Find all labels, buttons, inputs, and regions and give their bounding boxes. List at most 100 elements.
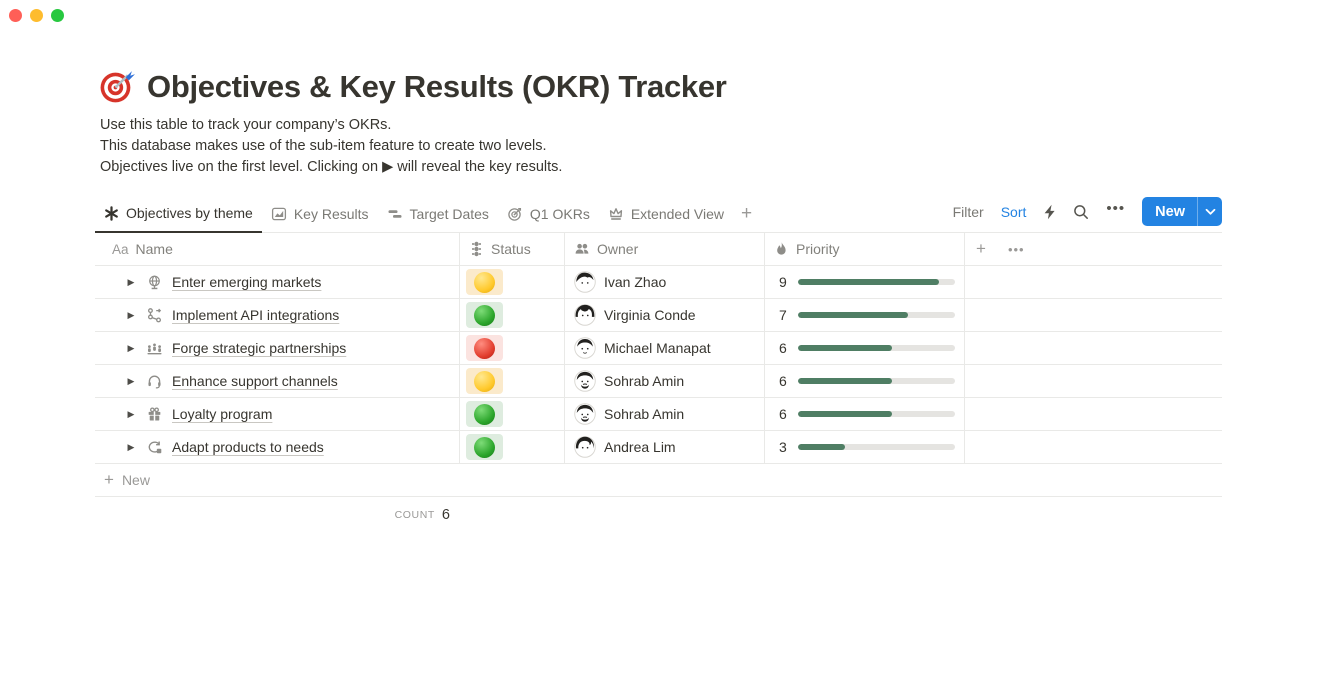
add-column-button[interactable]: + <box>976 239 986 258</box>
priority-value: 9 <box>779 274 787 290</box>
lightning-icon[interactable] <box>1043 204 1056 220</box>
priority-bar <box>798 312 955 318</box>
column-header-extra: + ••• <box>965 233 1222 265</box>
text-Aa-icon: Aa <box>112 241 129 257</box>
table-row[interactable]: ▶ Forge strategic partnerships Michael M… <box>95 332 1222 365</box>
filter-button[interactable]: Filter <box>952 203 984 220</box>
new-button-label[interactable]: New <box>1155 203 1185 220</box>
expand-arrow-icon[interactable]: ▶ <box>127 408 135 419</box>
table-row[interactable]: ▶ Loyalty program Sohrab Amin 6 <box>95 398 1222 431</box>
status-cell <box>460 398 565 430</box>
table-row[interactable]: ▶ Adapt products to needs Andrea Lim 3 <box>95 431 1222 464</box>
status-dot-icon <box>474 304 495 326</box>
count-label: COUNT <box>394 509 435 521</box>
flame-icon <box>777 242 786 255</box>
priority-value: 6 <box>779 406 787 422</box>
status-badge[interactable] <box>466 368 503 394</box>
new-row-label: New <box>121 472 150 488</box>
empty-cell <box>965 431 1222 463</box>
avatar <box>574 337 596 359</box>
count-summary[interactable]: COUNT 6 <box>95 497 460 533</box>
empty-cell <box>965 332 1222 364</box>
column-header-name[interactable]: Aa Name <box>95 233 460 265</box>
owner-cell[interactable]: Virginia Conde <box>565 299 765 331</box>
count-value: 6 <box>441 507 450 523</box>
priority-cell[interactable]: 9 <box>765 266 965 298</box>
owner-name: Andrea Lim <box>604 439 676 455</box>
new-row-button[interactable]: + New <box>95 464 1222 497</box>
plus-icon: + <box>104 470 114 489</box>
priority-cell[interactable]: 3 <box>765 431 965 463</box>
minimize-button[interactable] <box>30 9 43 22</box>
priority-cell[interactable]: 6 <box>765 332 965 364</box>
row-title-link[interactable]: Adapt products to needs <box>172 439 324 455</box>
status-badge[interactable] <box>466 269 503 295</box>
table-row[interactable]: ▶ Enhance support channels Sohrab Amin 6 <box>95 365 1222 398</box>
priority-cell[interactable]: 6 <box>765 365 965 397</box>
name-cell[interactable]: ▶ Forge strategic partnerships <box>95 332 460 364</box>
chevron-down-icon[interactable] <box>1198 197 1222 226</box>
new-button-divider <box>1197 197 1198 226</box>
tab-target-dates[interactable]: Target Dates <box>378 195 498 232</box>
search-icon[interactable] <box>1073 204 1089 220</box>
status-dot-icon <box>474 271 495 293</box>
asterisk-icon <box>105 205 118 221</box>
name-cell[interactable]: ▶ Loyalty program <box>95 398 460 430</box>
avatar <box>574 370 596 392</box>
close-button[interactable] <box>9 9 22 22</box>
owner-cell[interactable]: Andrea Lim <box>565 431 765 463</box>
priority-cell[interactable]: 7 <box>765 299 965 331</box>
sort-button[interactable]: Sort <box>1000 203 1027 220</box>
status-badge[interactable] <box>466 302 503 328</box>
row-title-link[interactable]: Loyalty program <box>172 406 273 422</box>
zoom-button[interactable] <box>51 9 64 22</box>
status-cell <box>460 431 565 463</box>
row-title-link[interactable]: Enhance support channels <box>172 373 338 389</box>
owner-cell[interactable]: Sohrab Amin <box>565 365 765 397</box>
table-row[interactable]: ▶ Enter emerging markets Ivan Zhao 9 <box>95 266 1222 299</box>
add-view-button[interactable]: + <box>740 202 753 224</box>
owner-cell[interactable]: Michael Manapat <box>565 332 765 364</box>
status-cell <box>460 266 565 298</box>
more-icon[interactable]: ••• <box>1106 200 1126 217</box>
column-header-status[interactable]: Status <box>460 233 565 265</box>
table-row[interactable]: ▶ Implement API integrations Virginia Co… <box>95 299 1222 332</box>
name-cell[interactable]: ▶ Adapt products to needs <box>95 431 460 463</box>
status-badge[interactable] <box>466 335 503 361</box>
row-title-link[interactable]: Forge strategic partnerships <box>172 340 347 356</box>
table-footer: COUNT 6 <box>95 497 1222 533</box>
expand-arrow-icon[interactable]: ▶ <box>127 375 135 386</box>
owner-cell[interactable]: Sohrab Amin <box>565 398 765 430</box>
column-header-owner[interactable]: Owner <box>565 233 765 265</box>
empty-cell <box>965 398 1222 430</box>
expand-arrow-icon[interactable]: ▶ <box>127 342 135 353</box>
name-cell[interactable]: ▶ Enter emerging markets <box>95 266 460 298</box>
expand-arrow-icon[interactable]: ▶ <box>127 309 135 320</box>
expand-arrow-icon[interactable]: ▶ <box>127 276 135 287</box>
table-more-icon[interactable]: ••• <box>1007 241 1025 257</box>
status-cell <box>460 299 565 331</box>
priority-bar <box>798 378 955 384</box>
table-header: Aa Name Status <box>95 233 1222 266</box>
tab-key-results[interactable]: Key Results <box>262 195 378 232</box>
tab-objectives-by-theme[interactable]: Objectives by theme <box>95 195 262 233</box>
priority-cell[interactable]: 6 <box>765 398 965 430</box>
page-title: Objectives & Key Results (OKR) Tracker <box>147 68 727 104</box>
name-cell[interactable]: ▶ Implement API integrations <box>95 299 460 331</box>
row-title-link[interactable]: Enter emerging markets <box>172 274 322 290</box>
column-header-priority[interactable]: Priority <box>765 233 965 265</box>
expand-arrow-icon[interactable]: ▶ <box>127 441 135 452</box>
status-badge[interactable] <box>466 434 503 460</box>
row-title-link[interactable]: Implement API integrations <box>172 307 340 323</box>
headset-icon <box>146 373 163 390</box>
description-line: Use this table to track your company’s O… <box>100 117 392 133</box>
name-cell[interactable]: ▶ Enhance support channels <box>95 365 460 397</box>
avatar <box>574 403 596 425</box>
avatar <box>574 304 596 326</box>
owner-cell[interactable]: Ivan Zhao <box>565 266 765 298</box>
tab-q1-okrs[interactable]: Q1 OKRs <box>498 195 599 232</box>
tab-extended-view[interactable]: Extended View <box>599 195 733 232</box>
status-dot-icon <box>474 436 495 458</box>
status-badge[interactable] <box>466 401 503 427</box>
new-button[interactable]: New <box>1142 197 1222 226</box>
